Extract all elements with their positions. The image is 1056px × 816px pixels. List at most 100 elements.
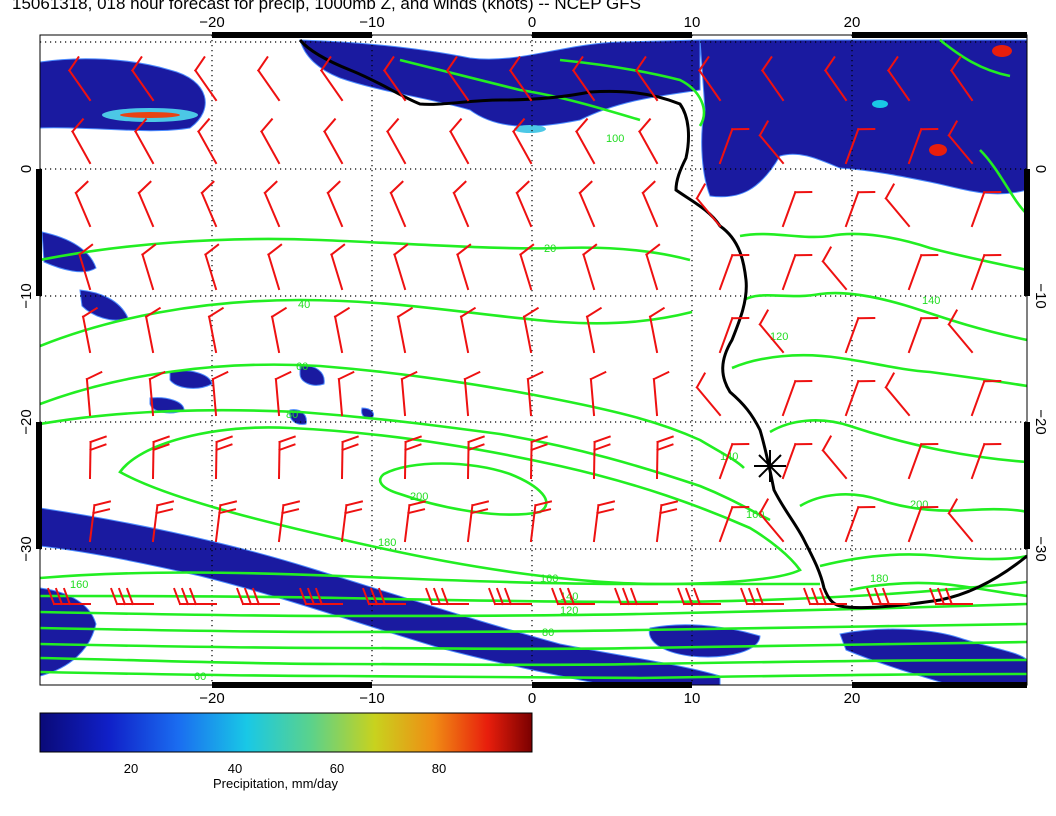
wind-barb-flag	[522, 306, 540, 319]
wind-barb-flag	[456, 243, 472, 257]
wind-barb-flag	[425, 587, 434, 606]
contour-label: 100	[606, 133, 624, 145]
wind-barb-flag	[400, 370, 418, 381]
wind-barb-flag	[131, 55, 143, 72]
wind-barb	[970, 442, 986, 480]
wind-barb	[844, 190, 860, 228]
lon-label: −10	[359, 690, 384, 707]
wind-barb-flag	[54, 587, 64, 606]
wind-barb	[718, 253, 734, 291]
wind-barb	[781, 442, 797, 480]
lon-label: 10	[684, 14, 701, 31]
wind-barb	[74, 191, 92, 228]
wind-barb-flag	[194, 55, 206, 72]
wind-barb-flag	[92, 508, 111, 515]
wind-barb	[572, 69, 596, 102]
wind-barb-flag	[155, 508, 174, 515]
wind-barb-flag	[125, 587, 135, 606]
contour-label: 120	[770, 331, 788, 343]
wind-barb-flag	[936, 587, 946, 606]
precip-hotspots	[102, 45, 1012, 156]
wind-barb-flag	[314, 587, 324, 606]
wind-barb	[718, 316, 734, 354]
wind-barb-flag	[337, 370, 355, 381]
wind-barb	[389, 191, 407, 228]
wind-barb-flag	[635, 55, 647, 72]
wind-barb	[144, 315, 155, 354]
wind-barb	[148, 378, 155, 417]
wind-barb	[844, 316, 860, 354]
wind-barb	[515, 191, 533, 228]
wind-barb-flag	[470, 508, 489, 515]
wind-barb	[781, 379, 797, 417]
wind-barb-flag	[471, 500, 490, 507]
wind-barb	[698, 69, 722, 102]
wind-barb-flag	[81, 306, 99, 319]
wind-barb-flag	[85, 370, 103, 381]
wind-barb-flag	[330, 243, 346, 257]
wind-barb-flag	[71, 117, 85, 133]
wind-barb	[200, 191, 218, 228]
wind-barb	[151, 504, 159, 543]
wind-barb	[821, 448, 848, 480]
wind-barb-flag	[323, 117, 337, 133]
wind-barb-flag	[950, 55, 962, 72]
wind-barb-flag	[572, 55, 584, 72]
wind-barb-flag	[152, 435, 170, 444]
lon-label: 20	[844, 690, 861, 707]
wind-barb	[466, 440, 470, 480]
contour-label: 60	[296, 361, 308, 373]
lat-label: −20	[1032, 409, 1049, 434]
wind-barb-flag	[692, 587, 702, 606]
wind-barb-flag	[758, 120, 770, 137]
wind-barb	[134, 130, 155, 165]
wind-barb-flag	[873, 587, 883, 606]
wind-barb	[592, 504, 600, 543]
wind-barb-flag	[260, 117, 274, 133]
wind-barb-flag	[929, 587, 938, 606]
wind-barb	[333, 315, 344, 354]
wind-barb	[277, 440, 281, 480]
wind-barb-flag	[389, 180, 404, 195]
wind-barb-flag	[684, 587, 694, 606]
wind-barb-flag	[215, 435, 233, 444]
wind-barb	[950, 69, 974, 102]
wind-barb	[330, 253, 344, 291]
wind-barb-flag	[141, 243, 157, 257]
wind-barb-flag	[211, 370, 229, 381]
wind-barb	[844, 127, 860, 165]
wind-barb-flag	[645, 243, 661, 257]
lon-label: −20	[199, 690, 224, 707]
wind-barb-flag	[467, 443, 485, 452]
wind-barb-flag	[515, 180, 530, 195]
coastline	[298, 39, 1027, 610]
wind-barb-flag	[582, 243, 598, 257]
wind-barb-flag	[887, 55, 899, 72]
wind-barb	[320, 69, 344, 102]
wind-barb-flag	[758, 309, 770, 326]
wind-barb	[446, 69, 470, 102]
wind-barb	[947, 511, 974, 543]
wind-barb	[575, 130, 596, 165]
wind-barb-flag	[267, 243, 283, 257]
wind-barb	[257, 69, 281, 102]
lon-labels-bottom: −20 −10 0 10 20	[199, 690, 860, 707]
wind-barb	[81, 315, 92, 354]
wind-barb-flag	[197, 117, 211, 133]
wind-barb	[907, 442, 923, 480]
wind-barb-flag	[270, 306, 288, 319]
wind-barb-flag	[134, 117, 148, 133]
wind-barb	[781, 190, 797, 228]
wind-barb-flag	[278, 435, 296, 444]
lat-labels-left: 0 −10 −20 −30	[18, 165, 35, 562]
wind-barb-flag	[761, 55, 773, 72]
wind-barb-flag	[369, 587, 379, 606]
wind-barb	[638, 130, 659, 165]
station-marker	[754, 450, 786, 482]
wind-barb-flag	[614, 587, 623, 606]
wind-barb-flag	[677, 587, 686, 606]
wind-barb	[263, 191, 281, 228]
wind-barb-flag	[488, 587, 497, 606]
wind-barb-flag	[503, 587, 513, 606]
